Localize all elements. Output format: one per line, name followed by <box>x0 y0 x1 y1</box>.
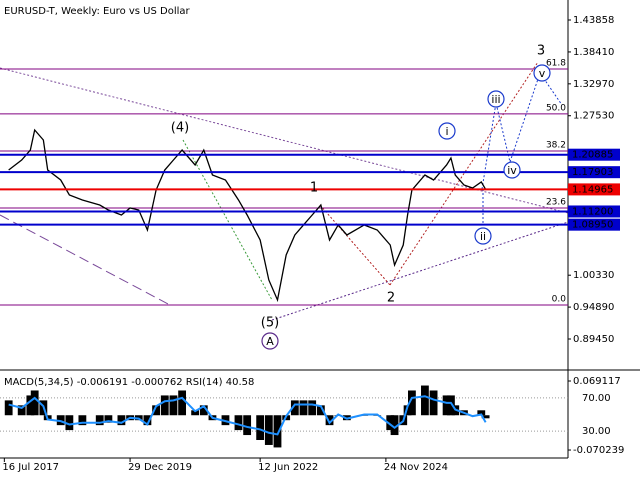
wave-circle <box>474 227 492 245</box>
level-box <box>568 205 620 218</box>
macd-bar <box>403 405 412 416</box>
level-label: 1.20885 <box>572 150 613 161</box>
y-tick-label: 0.069117 <box>573 376 621 387</box>
macd-bar <box>17 405 26 416</box>
level-label: 1.17903 <box>572 167 613 178</box>
wave-label: (4) <box>171 121 189 136</box>
wave-circle <box>503 161 521 179</box>
macd-bar <box>4 400 13 416</box>
wave-circle <box>438 122 456 140</box>
chart-title: EURUSD-T, Weekly: Euro vs US Dollar <box>4 6 191 17</box>
wave-line <box>319 204 391 286</box>
fib-label: 61.8 <box>546 59 566 69</box>
macd-bar <box>95 415 104 426</box>
macd-bar <box>421 385 429 416</box>
macd-bar <box>199 405 208 416</box>
macd-bar <box>26 395 35 416</box>
y-tick-label: 1.27530 <box>573 111 614 122</box>
macd-bar <box>30 390 39 416</box>
wave-label: ii <box>480 230 486 243</box>
wave-label: iii <box>491 93 500 106</box>
macd-bar <box>191 410 200 416</box>
x-tick-label: 12 Jun 2022 <box>258 462 318 473</box>
fib-label: 38.2 <box>546 140 566 150</box>
fib-label: 0.0 <box>552 294 567 304</box>
wave-circle <box>261 332 279 350</box>
y-tick-label: 70.00 <box>582 393 611 404</box>
trend-line <box>0 214 171 306</box>
wave-label: v <box>539 67 546 80</box>
level-box <box>568 166 620 179</box>
level-label: 1.08950 <box>572 220 613 231</box>
macd-bar <box>442 395 451 416</box>
macd-bar <box>390 415 399 436</box>
level-label: 1.14965 <box>572 184 613 195</box>
y-tick-label: 1.00330 <box>573 270 614 281</box>
wave-label: 2 <box>387 291 395 306</box>
fib-label: 50.0 <box>546 103 566 113</box>
y-tick-label: 1.43858 <box>573 15 614 26</box>
macd-bar <box>178 390 187 416</box>
macd-bar <box>78 415 87 426</box>
wave-label: 3 <box>537 44 545 59</box>
price-line <box>8 128 487 303</box>
macd-bar <box>243 415 252 436</box>
macd-bar <box>325 415 334 426</box>
rsi-line <box>8 395 487 436</box>
level-box <box>568 183 620 196</box>
macd-bar <box>273 415 282 448</box>
macd-bar <box>169 395 178 416</box>
level-box <box>568 148 620 161</box>
macd-bar <box>477 410 486 416</box>
y-tick-label: 1.38410 <box>573 47 614 58</box>
macd-bar <box>104 415 113 423</box>
macd-bar <box>299 400 308 416</box>
y-tick-label: 0.94890 <box>573 302 614 313</box>
wave-label: 1 <box>310 181 318 196</box>
wave-label: A <box>266 335 274 348</box>
macd-bar <box>481 415 490 419</box>
macd-bar <box>316 405 325 416</box>
macd-bar <box>234 415 243 431</box>
wave-line <box>389 61 539 286</box>
macd-bar <box>256 415 265 441</box>
macd-bar <box>308 400 317 416</box>
wave-label: i <box>445 125 448 138</box>
macd-bar <box>386 415 395 431</box>
wave-label: (5) <box>261 316 279 331</box>
macd-bar <box>143 415 152 426</box>
y-tick-label: 30.00 <box>582 426 611 437</box>
wave-circle <box>487 90 505 108</box>
macd-bar <box>65 415 74 431</box>
macd-bar <box>152 405 160 416</box>
x-tick-label: 29 Dec 2019 <box>128 462 192 473</box>
level-box <box>568 218 620 231</box>
y-tick-label: 0.89450 <box>573 334 614 345</box>
macd-bar <box>408 390 416 416</box>
macd-bar <box>429 390 438 416</box>
indicator-title: MACD(5,34,5) -0.006191 -0.000762 RSI(14)… <box>4 377 254 388</box>
y-tick-label: 1.32970 <box>573 79 614 90</box>
macd-bar <box>117 415 126 426</box>
macd-bar <box>290 400 299 416</box>
x-tick-label: 24 Nov 2024 <box>384 462 448 473</box>
y-tick-label: -0.070239 <box>573 445 624 456</box>
macd-bar <box>160 395 169 416</box>
fib-label: 23.6 <box>546 197 566 207</box>
wave-label: iv <box>507 164 517 177</box>
macd-bar <box>447 395 455 416</box>
macd-bar <box>264 415 273 445</box>
wave-circle <box>533 64 551 82</box>
level-label: 1.11200 <box>572 206 613 217</box>
wave-line <box>182 139 273 301</box>
x-tick-label: 16 Jul 2017 <box>2 462 59 473</box>
